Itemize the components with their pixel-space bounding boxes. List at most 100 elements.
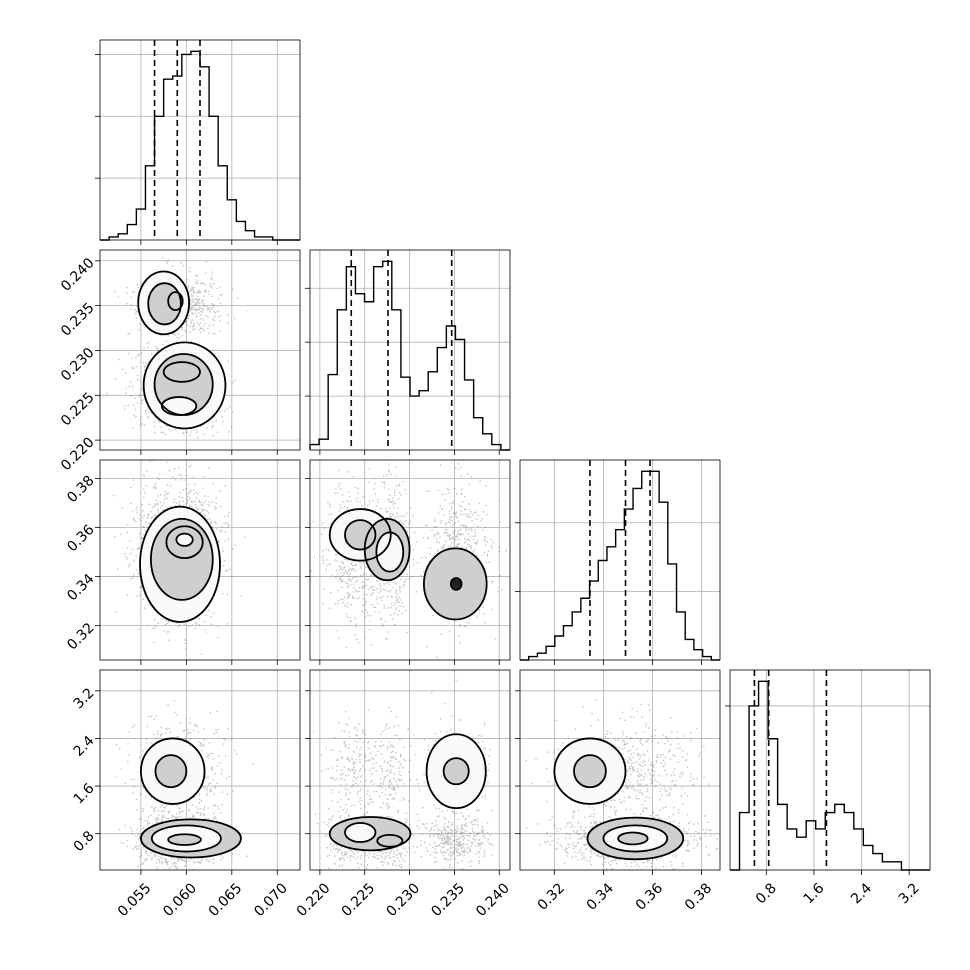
density-fill-3-1-1 <box>443 758 469 785</box>
contour-2-1-3 <box>375 531 405 573</box>
xtick-label-0-2: 0.065 <box>206 880 246 920</box>
scatter-panel-2-1 <box>309 459 511 661</box>
ytick-label-3-1: 1.6 <box>71 780 98 807</box>
density-fill-3-1-3 <box>344 822 376 843</box>
contour-3-0-0 <box>140 737 206 805</box>
ytick-label-2-3: 0.38 <box>64 473 97 506</box>
density-fill-2-1-2 <box>344 520 376 550</box>
xtick-label-1-0: 0.220 <box>294 880 334 920</box>
panel-frame-3-2 <box>519 669 721 871</box>
contour-3-2-3 <box>602 824 669 853</box>
density-fill-3-0-1 <box>155 755 187 788</box>
xtick-label-1-2: 0.230 <box>383 880 423 920</box>
histogram-panel-0 <box>95 39 301 241</box>
contour-2-0-3 <box>175 532 194 547</box>
ytick-label-1-2: 0.230 <box>58 345 98 385</box>
ytick-label-2-2: 0.36 <box>64 522 97 555</box>
contour-2-1-2 <box>344 519 377 551</box>
xtick-label-2-2: 0.36 <box>633 880 666 913</box>
contour-3-1-2 <box>328 816 412 852</box>
density-fill-3-0-4 <box>168 834 201 846</box>
contour-3-0-1 <box>154 754 188 789</box>
panel-frame-3-3 <box>729 669 931 871</box>
xtick-label-1-4: 0.240 <box>473 880 513 920</box>
density-fill-2-0-3 <box>176 533 193 546</box>
xtick-label-2-0: 0.32 <box>535 880 568 913</box>
xtick-label-2-3: 0.38 <box>682 880 715 913</box>
histogram-panel-3 <box>725 669 931 871</box>
contour-3-2-4 <box>617 831 649 846</box>
xtick-label-0-0: 0.055 <box>115 880 155 920</box>
contour-2-0-1 <box>150 517 214 601</box>
contour-1-0-3 <box>142 341 227 430</box>
scatter-points-3-1 <box>313 679 494 870</box>
contour-1-0-6 <box>160 396 198 416</box>
ytick-label-1-0: 0.220 <box>58 434 98 474</box>
contour-3-1-0 <box>425 733 487 809</box>
panel-frame-3-1 <box>309 669 511 871</box>
scatter-cloud-3-0 <box>115 700 254 870</box>
contour-3-2-1 <box>573 754 607 789</box>
ytick-label-1-4: 0.240 <box>58 255 98 295</box>
scatter-points-2-0 <box>113 460 246 656</box>
ytick-label-2-0: 0.32 <box>64 620 97 653</box>
density-fill-3-1-4 <box>377 834 403 847</box>
contour-1-0-2 <box>167 291 184 311</box>
scatter-cloud-3-2 <box>525 698 719 870</box>
histogram-steps-3 <box>730 680 930 871</box>
xtick-label-1-1: 0.225 <box>339 880 379 920</box>
ytick-label-3-3: 3.2 <box>71 685 98 712</box>
contour-3-1-1 <box>442 757 470 786</box>
xtick-label-0-3: 0.070 <box>251 880 291 920</box>
contour-1-0-0 <box>137 270 190 336</box>
contour-2-1-5 <box>449 577 463 591</box>
scatter-panel-1-0 <box>99 249 301 451</box>
density-fill-2-1-3 <box>376 532 404 572</box>
density-fill-1-0-5 <box>163 362 200 382</box>
panel-frame-2-2 <box>519 459 721 661</box>
scatter-cloud-2-1 <box>310 463 507 658</box>
scatter-points-2-1 <box>310 463 507 658</box>
contour-2-1-0 <box>328 508 392 562</box>
histogram-steps-2 <box>520 470 720 661</box>
ytick-label-3-2: 2.4 <box>71 733 98 760</box>
xtick-label-2-1: 0.34 <box>584 880 617 913</box>
contour-2-0-0 <box>139 505 221 623</box>
scatter-panel-3-0 <box>99 669 301 871</box>
xtick-label-1-3: 0.235 <box>428 880 468 920</box>
contour-2-1-4 <box>423 547 488 621</box>
panel-frame-2-0 <box>99 459 301 661</box>
ytick-label-3-0: 0.8 <box>71 828 98 855</box>
xtick-label-3-2: 2.4 <box>848 880 875 907</box>
histogram-panel-2 <box>515 459 721 661</box>
ytick-label-1-3: 0.235 <box>58 300 98 340</box>
contour-3-0-2 <box>140 818 242 859</box>
panel-frame-3-0 <box>99 669 301 871</box>
density-fill-3-2-1 <box>573 755 606 788</box>
contour-1-0-1 <box>147 282 182 326</box>
scatter-panel-2-0 <box>99 459 301 661</box>
contour-1-0-5 <box>162 361 201 383</box>
panel-frame-2-1 <box>309 459 511 661</box>
ytick-label-1-1: 0.225 <box>58 390 98 430</box>
contour-3-2-2 <box>586 816 685 861</box>
contour-3-2-0 <box>553 737 627 805</box>
histogram-steps-1 <box>309 260 510 451</box>
contour-2-0-2 <box>165 525 204 560</box>
ytick-label-2-1: 0.34 <box>64 571 97 604</box>
scatter-points-3-2 <box>525 698 719 870</box>
panel-frame-1-1 <box>309 249 511 451</box>
contour-3-0-4 <box>167 833 202 846</box>
histogram-steps-0 <box>100 50 300 241</box>
xtick-label-0-1: 0.060 <box>160 880 200 920</box>
contour-3-1-4 <box>376 833 404 848</box>
scatter-panel-3-1 <box>309 669 511 871</box>
contour-3-0-3 <box>150 824 222 853</box>
panel-frame-0-0 <box>99 39 301 241</box>
xtick-label-3-1: 1.6 <box>800 880 827 907</box>
contour-3-1-3 <box>344 822 377 843</box>
panel-frame-1-0 <box>99 249 301 451</box>
scatter-points-3-0 <box>115 700 254 870</box>
xtick-label-3-3: 3.2 <box>896 880 923 907</box>
